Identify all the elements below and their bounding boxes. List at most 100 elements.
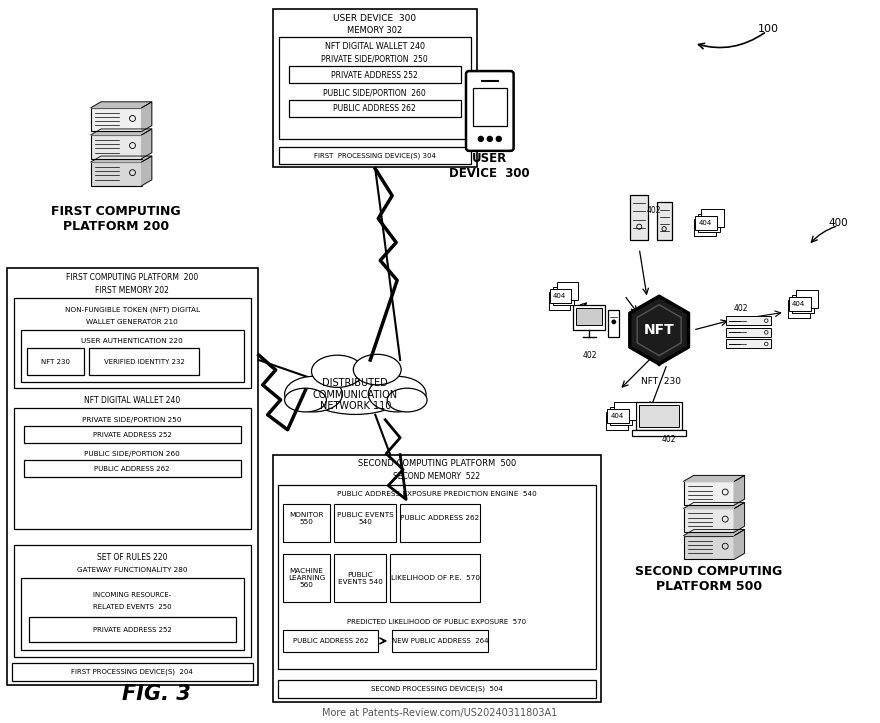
Text: FIG. 3: FIG. 3: [121, 684, 190, 703]
Polygon shape: [735, 530, 744, 559]
Text: 402: 402: [647, 206, 662, 215]
Bar: [334, 555, 386, 602]
Bar: [390, 555, 480, 602]
Circle shape: [612, 320, 615, 324]
Polygon shape: [91, 156, 152, 162]
Bar: [282, 555, 330, 602]
Bar: [632, 429, 686, 436]
Bar: [334, 505, 396, 542]
Bar: [11, 663, 253, 681]
Text: INCOMING RESOURCE-: INCOMING RESOURCE-: [93, 592, 172, 598]
Circle shape: [488, 137, 492, 142]
Bar: [14, 545, 251, 657]
Bar: [7, 268, 258, 685]
Bar: [788, 300, 810, 318]
Text: NON-FUNGIBLE TOKEN (NFT) DIGITAL: NON-FUNGIBLE TOKEN (NFT) DIGITAL: [65, 307, 200, 314]
Bar: [277, 680, 597, 698]
Bar: [279, 147, 471, 164]
Text: RELATED EVENTS  250: RELATED EVENTS 250: [93, 604, 172, 610]
Bar: [282, 505, 330, 542]
Bar: [611, 407, 632, 424]
Polygon shape: [91, 102, 152, 108]
Bar: [726, 340, 771, 348]
Text: 402: 402: [734, 304, 748, 313]
Bar: [639, 405, 679, 427]
Text: PUBLIC SIDE/PORTION  260: PUBLIC SIDE/PORTION 260: [323, 88, 426, 98]
Text: USER AUTHENTICATION 220: USER AUTHENTICATION 220: [81, 338, 183, 344]
Bar: [614, 402, 636, 420]
Polygon shape: [91, 129, 152, 135]
Text: FIRST MEMORY 202: FIRST MEMORY 202: [95, 286, 169, 295]
Text: PRIVATE SIDE/PORTION 250: PRIVATE SIDE/PORTION 250: [83, 416, 182, 423]
Bar: [392, 630, 488, 652]
Bar: [273, 455, 601, 702]
Bar: [277, 484, 597, 669]
Bar: [279, 38, 471, 139]
FancyBboxPatch shape: [466, 71, 514, 151]
Ellipse shape: [312, 355, 363, 388]
Bar: [24, 460, 241, 476]
Bar: [91, 135, 142, 158]
Bar: [693, 218, 716, 236]
Bar: [574, 305, 605, 330]
Text: PUBLIC EVENTS
540: PUBLIC EVENTS 540: [337, 512, 393, 525]
Bar: [684, 482, 735, 505]
Bar: [698, 213, 721, 231]
Text: SET OF RULES 220: SET OF RULES 220: [97, 553, 167, 562]
Bar: [400, 505, 480, 542]
Text: 404: 404: [611, 413, 624, 419]
Ellipse shape: [387, 388, 427, 412]
Bar: [553, 287, 575, 305]
Polygon shape: [142, 102, 152, 132]
Text: PUBLIC
EVENTS 540: PUBLIC EVENTS 540: [338, 572, 383, 585]
Text: PRIVATE SIDE/PORTION  250: PRIVATE SIDE/PORTION 250: [321, 55, 429, 64]
Bar: [90, 348, 199, 375]
Ellipse shape: [368, 377, 426, 412]
Bar: [695, 215, 717, 229]
Text: FIRST PROCESSING DEVICE(S)  204: FIRST PROCESSING DEVICE(S) 204: [71, 669, 193, 675]
Polygon shape: [735, 476, 744, 505]
Text: NFT DIGITAL WALLET 240: NFT DIGITAL WALLET 240: [84, 396, 180, 406]
Text: SECOND COMPUTING
PLATFORM 500: SECOND COMPUTING PLATFORM 500: [635, 565, 782, 593]
Text: VERIFIED IDENTITY 232: VERIFIED IDENTITY 232: [104, 359, 185, 365]
Text: 402: 402: [583, 351, 597, 359]
Ellipse shape: [284, 377, 342, 412]
Polygon shape: [735, 502, 744, 532]
Bar: [14, 408, 251, 529]
Ellipse shape: [303, 365, 407, 414]
Bar: [607, 408, 629, 423]
Text: DISTRIBUTED
COMMUNICATION
NETWORK 110: DISTRIBUTED COMMUNICATION NETWORK 110: [312, 378, 398, 411]
Text: FIRST COMPUTING
PLATFORM 200: FIRST COMPUTING PLATFORM 200: [51, 205, 181, 233]
Bar: [548, 292, 570, 310]
Bar: [656, 202, 671, 241]
Ellipse shape: [354, 354, 401, 385]
Text: PRIVATE ADDRESS 252: PRIVATE ADDRESS 252: [332, 71, 418, 80]
Text: NFT  230: NFT 230: [642, 377, 681, 386]
Text: PUBLIC ADDRESS 262: PUBLIC ADDRESS 262: [94, 466, 170, 471]
Bar: [726, 328, 771, 337]
Bar: [282, 630, 378, 652]
Bar: [289, 66, 461, 83]
Bar: [608, 310, 620, 337]
Polygon shape: [684, 530, 744, 536]
Bar: [636, 402, 682, 429]
Text: PUBLIC ADDRESS 262: PUBLIC ADDRESS 262: [334, 105, 416, 114]
Bar: [788, 297, 810, 311]
Bar: [289, 100, 461, 117]
Text: WALLET GENERATOR 210: WALLET GENERATOR 210: [86, 319, 178, 325]
Text: More at Patents-Review.com/US20240311803A1: More at Patents-Review.com/US20240311803…: [322, 708, 558, 718]
Text: PUBLIC ADDRESS EXPOSURE PREDICTION ENGINE  540: PUBLIC ADDRESS EXPOSURE PREDICTION ENGIN…: [337, 492, 537, 497]
Text: USER DEVICE  300: USER DEVICE 300: [334, 14, 416, 23]
Text: NFT: NFT: [644, 323, 675, 337]
Bar: [20, 578, 244, 650]
Text: 400: 400: [829, 218, 848, 228]
Text: LIKELIHOOD OF P.E.  570: LIKELIHOOD OF P.E. 570: [391, 576, 480, 581]
Bar: [576, 308, 603, 325]
Text: PRIVATE ADDRESS 252: PRIVATE ADDRESS 252: [92, 432, 172, 437]
Bar: [792, 295, 813, 313]
Bar: [606, 412, 628, 429]
Bar: [91, 108, 142, 132]
Text: PREDICTED LIKELIHOOD OF PUBLIC EXPOSURE  570: PREDICTED LIKELIHOOD OF PUBLIC EXPOSURE …: [348, 619, 526, 625]
Text: PUBLIC ADDRESS 262: PUBLIC ADDRESS 262: [293, 638, 368, 644]
Bar: [630, 194, 649, 241]
